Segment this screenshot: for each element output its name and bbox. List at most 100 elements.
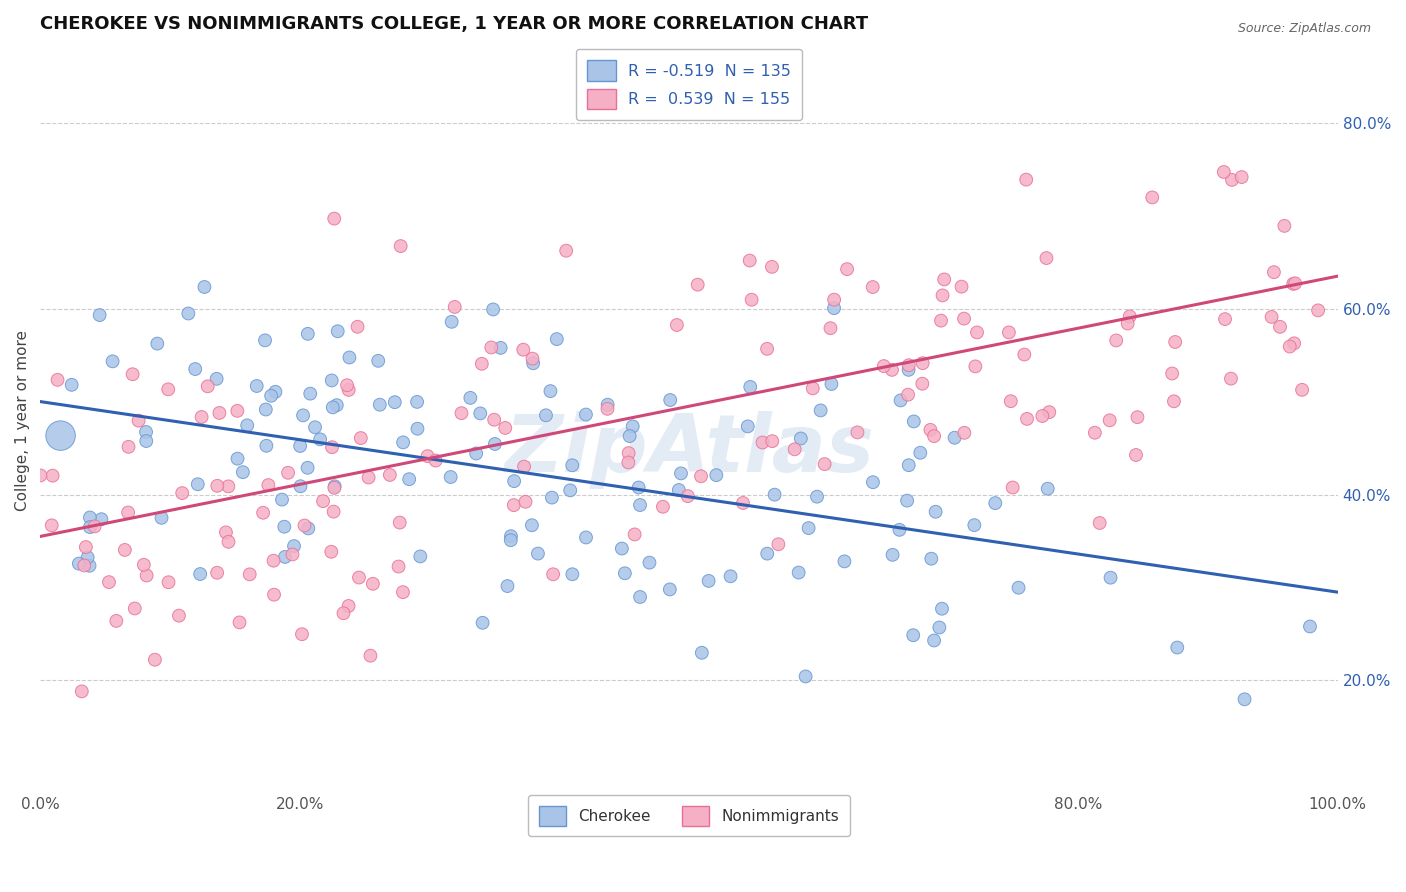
Point <box>190 410 212 425</box>
Point <box>389 239 412 253</box>
Point <box>873 359 896 373</box>
Point <box>897 458 920 473</box>
Point <box>387 559 409 574</box>
Point <box>1278 339 1301 353</box>
Point <box>479 341 502 355</box>
Point <box>1260 310 1282 324</box>
Point <box>263 588 285 602</box>
Point <box>177 306 200 320</box>
Point <box>617 446 640 460</box>
Point <box>150 511 173 525</box>
Point <box>984 496 1007 510</box>
Point <box>41 518 63 533</box>
Point <box>326 324 349 338</box>
Point <box>623 527 645 541</box>
Point <box>232 465 254 479</box>
Point <box>846 425 869 440</box>
Point <box>668 483 690 497</box>
Point <box>67 557 90 571</box>
Point <box>114 543 136 558</box>
Point <box>1088 516 1111 530</box>
Point <box>291 627 314 641</box>
Point <box>388 516 411 530</box>
Point <box>207 479 229 493</box>
Point <box>1263 265 1285 279</box>
Point <box>409 549 432 564</box>
Point <box>465 446 488 460</box>
Point <box>297 326 319 341</box>
Point <box>378 467 401 482</box>
Point <box>963 518 986 533</box>
Point <box>75 540 97 554</box>
Point <box>897 387 920 401</box>
Point <box>814 457 837 471</box>
Point <box>105 614 128 628</box>
Point <box>676 489 699 503</box>
Point <box>740 380 762 394</box>
Point <box>425 453 447 467</box>
Point <box>790 432 813 446</box>
Point <box>297 521 319 535</box>
Point <box>205 566 228 580</box>
Point <box>361 576 384 591</box>
Point <box>117 506 139 520</box>
Point <box>628 590 651 604</box>
Point <box>1007 581 1029 595</box>
Point <box>332 606 354 620</box>
Point <box>273 519 295 533</box>
Point <box>350 431 373 445</box>
Point <box>277 466 299 480</box>
Point <box>41 468 63 483</box>
Point <box>1299 619 1322 633</box>
Point <box>406 422 429 436</box>
Point <box>98 575 121 590</box>
Point <box>1291 383 1313 397</box>
Point <box>690 469 713 483</box>
Point <box>513 459 536 474</box>
Point <box>443 300 465 314</box>
Point <box>686 277 709 292</box>
Point <box>897 358 920 372</box>
Point <box>157 382 180 396</box>
Point <box>928 620 950 634</box>
Point <box>489 341 512 355</box>
Point <box>1220 173 1243 187</box>
Point <box>460 391 482 405</box>
Point <box>953 311 976 326</box>
Point <box>896 493 918 508</box>
Point <box>797 521 820 535</box>
Point <box>184 362 207 376</box>
Point <box>783 442 806 457</box>
Point <box>143 653 166 667</box>
Point <box>862 280 884 294</box>
Point <box>534 409 557 423</box>
Point <box>922 429 945 443</box>
Point <box>1220 371 1243 385</box>
Point <box>187 477 209 491</box>
Point <box>546 332 568 346</box>
Point <box>575 531 598 545</box>
Point <box>768 537 790 551</box>
Point <box>309 433 332 447</box>
Point <box>823 293 845 307</box>
Point <box>704 468 727 483</box>
Point <box>172 486 194 500</box>
Point <box>299 386 322 401</box>
Text: Source: ZipAtlas.com: Source: ZipAtlas.com <box>1237 22 1371 36</box>
Point <box>406 395 429 409</box>
Point <box>1212 165 1234 179</box>
Point <box>347 570 370 584</box>
Point <box>226 404 249 418</box>
Point <box>903 414 925 428</box>
Point <box>322 401 344 415</box>
Point <box>998 326 1021 340</box>
Point <box>101 354 124 368</box>
Point <box>731 496 754 510</box>
Point <box>274 549 297 564</box>
Point <box>738 253 761 268</box>
Point <box>794 669 817 683</box>
Point <box>966 326 988 340</box>
Point <box>146 336 169 351</box>
Point <box>246 379 269 393</box>
Point <box>323 481 346 495</box>
